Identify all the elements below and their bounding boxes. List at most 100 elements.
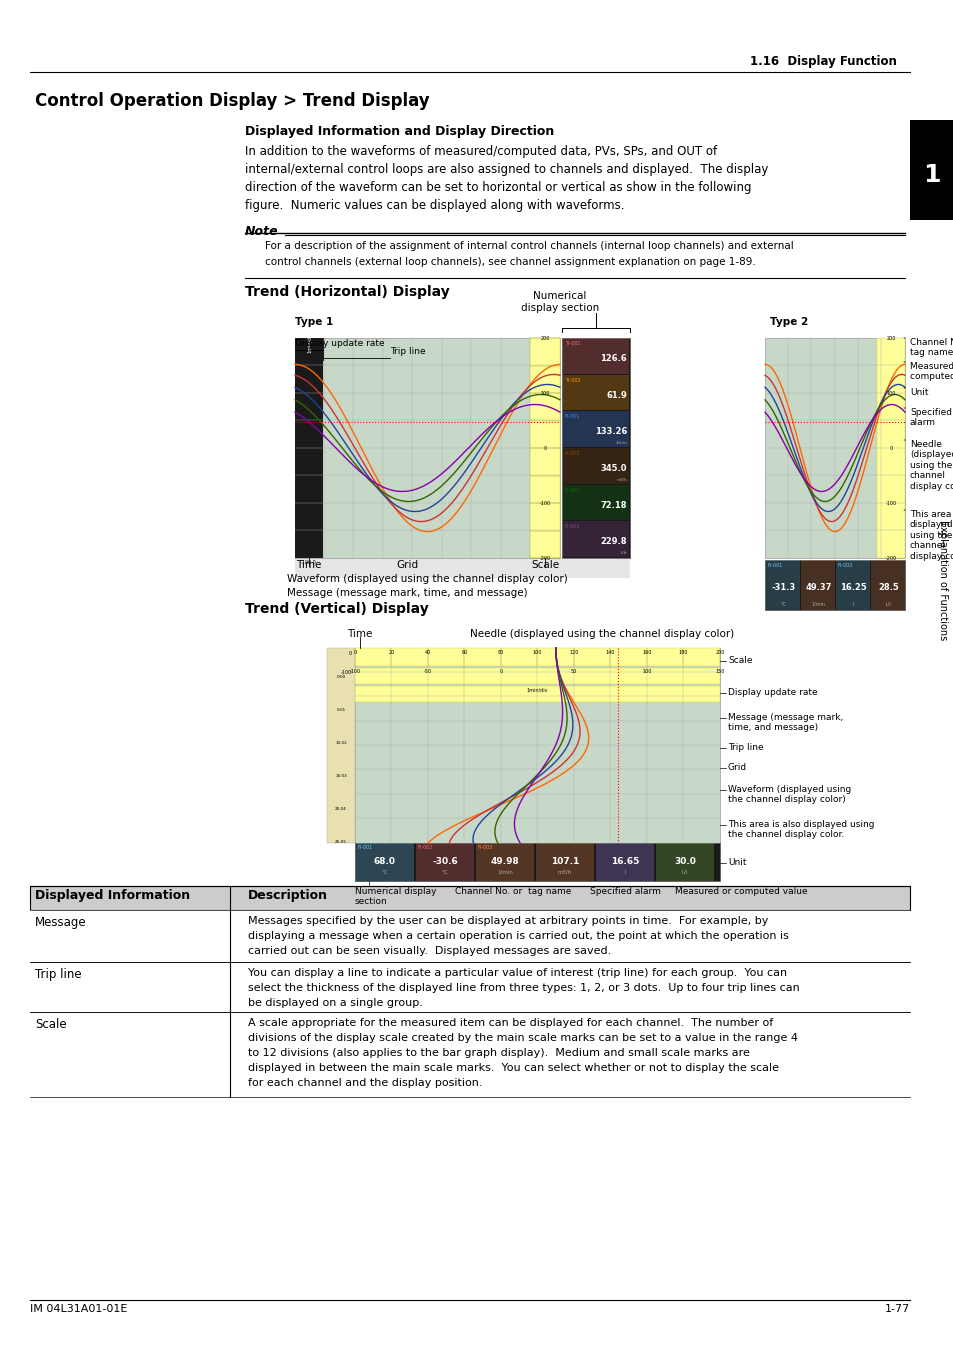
Bar	[355, 843, 414, 881]
Text: Trend (Horizontal) Display: Trend (Horizontal) Display	[245, 285, 449, 299]
Text: -31.3: -31.3	[771, 584, 795, 593]
Bar	[801, 561, 834, 611]
Text: 0:00: 0:00	[336, 676, 345, 680]
Text: select the thickness of the displayed line from three types: 1, 2, or 3 dots.  U: select the thickness of the displayed li…	[248, 984, 799, 993]
Text: carried out can be seen visually.  Displayed messages are saved.: carried out can be seen visually. Displa…	[248, 946, 611, 957]
Text: -100: -100	[349, 669, 360, 674]
Text: You can display a line to indicate a particular value of interest (trip line) fo: You can display a line to indicate a par…	[248, 969, 786, 978]
Bar	[476, 843, 534, 881]
Text: Waveform (displayed using the channel display color): Waveform (displayed using the channel di…	[286, 574, 567, 584]
Text: Message (message mark, time, and message): Message (message mark, time, and message…	[287, 588, 527, 598]
Text: Message: Message	[35, 916, 87, 929]
Text: I: I	[852, 603, 853, 607]
Bar	[355, 843, 720, 881]
Text: 60: 60	[461, 650, 467, 655]
Bar	[764, 338, 904, 558]
Text: In addition to the waveforms of measured/computed data, PVs, SPs, and OUT of: In addition to the waveforms of measured…	[245, 145, 717, 158]
Text: 0: 0	[499, 669, 502, 674]
Text: 68.0: 68.0	[374, 858, 395, 866]
Bar	[562, 521, 628, 557]
Text: 1min/div: 1min/div	[526, 688, 547, 693]
Text: Time: Time	[296, 561, 321, 570]
Text: Displayed Information: Displayed Information	[35, 889, 190, 902]
Bar	[530, 338, 559, 558]
Text: 1-77: 1-77	[883, 1304, 909, 1315]
Bar	[596, 843, 654, 881]
Text: FI-003: FI-003	[837, 563, 853, 567]
Text: 1/min: 1/min	[615, 440, 626, 444]
Text: 30.0: 30.0	[674, 858, 695, 866]
Text: 25:05: 25:05	[335, 840, 347, 844]
Text: Needle (displayed using the channel display color): Needle (displayed using the channel disp…	[470, 630, 734, 639]
Text: 229.8: 229.8	[599, 538, 626, 546]
Text: Message (message mark,
time, and message): Message (message mark, time, and message…	[727, 713, 842, 732]
Text: 1/min: 1/min	[811, 603, 824, 607]
Bar	[536, 843, 594, 881]
Text: Control Operation Display > Trend Display: Control Operation Display > Trend Displa…	[35, 92, 429, 109]
Bar	[30, 886, 909, 911]
Text: Trip line: Trip line	[35, 969, 82, 981]
Text: LI-001: LI-001	[564, 488, 579, 493]
Text: FI-001: FI-001	[767, 563, 782, 567]
Bar	[355, 648, 720, 666]
Text: Numerical display
section: Numerical display section	[355, 888, 436, 907]
Text: 200: 200	[715, 650, 724, 655]
Text: 200: 200	[885, 336, 895, 340]
Text: Time: Time	[347, 630, 373, 639]
Text: figure.  Numeric values can be displayed along with waveforms.: figure. Numeric values can be displayed …	[245, 199, 624, 212]
Text: -30.6: -30.6	[432, 858, 457, 866]
Text: This area is
displayed
using the
channel
display color.: This area is displayed using the channel…	[909, 509, 953, 561]
Bar	[562, 338, 628, 374]
Text: 200: 200	[539, 336, 549, 340]
Text: m3/h: m3/h	[616, 478, 626, 482]
Text: FI-003: FI-003	[477, 844, 493, 850]
Text: 0: 0	[543, 446, 546, 451]
Bar	[876, 338, 904, 558]
Text: FI-002: FI-002	[417, 844, 433, 850]
Text: Specified
alarm: Specified alarm	[909, 408, 951, 427]
Bar	[562, 411, 628, 447]
Text: 15:03: 15:03	[335, 774, 347, 778]
Text: Type 1: Type 1	[294, 317, 333, 327]
Text: Unit: Unit	[727, 858, 745, 867]
Text: 107.1: 107.1	[550, 858, 578, 866]
Text: Messages specified by the user can be displayed at arbitrary points in time.  Fo: Messages specified by the user can be di…	[248, 916, 767, 925]
Text: 100: 100	[641, 669, 651, 674]
Text: Scale: Scale	[35, 1019, 67, 1031]
Bar	[30, 1012, 909, 1097]
Bar	[294, 338, 323, 558]
Text: 49.37: 49.37	[804, 584, 831, 593]
Bar	[355, 686, 720, 703]
Text: 100: 100	[539, 390, 549, 396]
Text: FI-001: FI-001	[357, 844, 373, 850]
Text: internal/external control loops are also assigned to channels and displayed.  Th: internal/external control loops are also…	[245, 163, 767, 176]
Text: This area is also displayed using
the channel display color.: This area is also displayed using the ch…	[727, 820, 874, 839]
Text: Numerical
display section: Numerical display section	[520, 292, 598, 313]
Text: Channel No. or  tag name: Channel No. or tag name	[455, 888, 571, 896]
Text: 100: 100	[533, 650, 541, 655]
Text: L/l: L/l	[884, 603, 890, 607]
Text: 72.18: 72.18	[599, 500, 626, 509]
Text: displaying a message when a certain operation is carried out, the point at which: displaying a message when a certain oper…	[248, 931, 788, 942]
Text: displayed in between the main scale marks.  You can select whether or not to dis: displayed in between the main scale mark…	[248, 1063, 779, 1073]
Bar	[355, 667, 720, 684]
Text: IM 04L31A01-01E: IM 04L31A01-01E	[30, 1304, 128, 1315]
Text: Trip line: Trip line	[390, 347, 425, 357]
Text: -100: -100	[538, 501, 550, 507]
Text: Description: Description	[248, 889, 328, 902]
Bar	[656, 843, 713, 881]
Text: Trip line: Trip line	[727, 743, 762, 753]
Text: Grid: Grid	[395, 561, 417, 570]
Text: FI-001: FI-001	[564, 415, 579, 419]
Text: Scale: Scale	[727, 657, 752, 665]
Text: 100: 100	[885, 390, 895, 396]
Bar	[562, 449, 628, 484]
Text: Waveform (displayed using
the channel display color): Waveform (displayed using the channel di…	[727, 785, 850, 804]
Text: Explanation of Functions: Explanation of Functions	[937, 520, 947, 640]
Text: 16.25: 16.25	[840, 584, 866, 593]
Text: 120: 120	[569, 650, 578, 655]
Bar	[909, 120, 953, 220]
Text: 1.16  Display Function: 1.16 Display Function	[749, 55, 896, 68]
Text: 49.98: 49.98	[490, 858, 518, 866]
Bar	[294, 558, 629, 578]
